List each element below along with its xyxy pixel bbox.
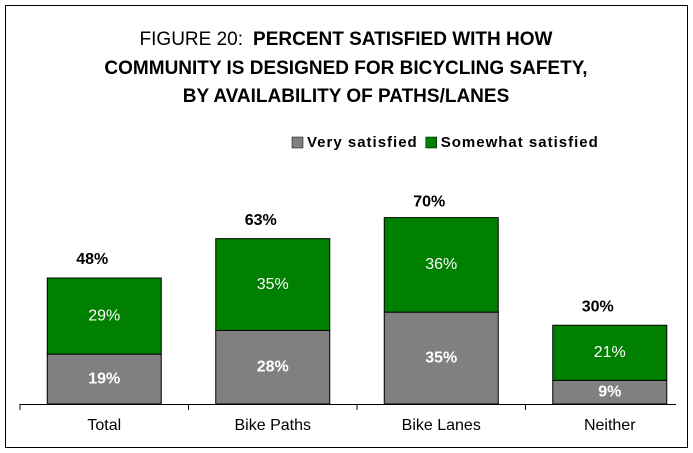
legend-label: Very satisfied (307, 134, 418, 151)
bar-segment (552, 324, 668, 381)
legend-label: Somewhat satisfied (441, 134, 599, 151)
total-label: 63% (245, 212, 277, 229)
x-tick-label: Bike Lanes (402, 417, 481, 434)
title-line: PERCENT SATISFIED WITH HOW (253, 29, 552, 50)
total-label: 70% (413, 193, 445, 210)
data-label: 28% (257, 358, 289, 375)
data-label: 9% (598, 383, 621, 400)
data-label: 19% (88, 370, 120, 387)
bar-segment (215, 238, 331, 331)
legend-swatch (291, 136, 304, 149)
x-tick-label: Bike Paths (235, 417, 311, 434)
total-label: 30% (582, 298, 614, 315)
title-line: COMMUNITY IS DESIGNED FOR BICYCLING SAFE… (104, 58, 587, 79)
data-label: 29% (88, 307, 120, 324)
chart-title: FIGURE 20: PERCENT SATISFIED WITH HOW (140, 29, 553, 50)
total-label: 48% (76, 251, 108, 268)
data-label: 36% (425, 256, 457, 273)
title-label: FIGURE 20: (140, 29, 243, 50)
x-tick-label: Neither (584, 417, 636, 434)
data-label: 21% (594, 344, 626, 361)
bar-segment (383, 217, 499, 313)
data-label: 35% (425, 349, 457, 366)
data-label: 35% (257, 276, 289, 293)
title-line: BY AVAILABILITY OF PATHS/LANES (183, 86, 510, 107)
x-tick-label: Total (87, 417, 121, 434)
bar-segment (46, 353, 162, 405)
bar-segment (46, 277, 162, 355)
legend-swatch (425, 136, 437, 149)
